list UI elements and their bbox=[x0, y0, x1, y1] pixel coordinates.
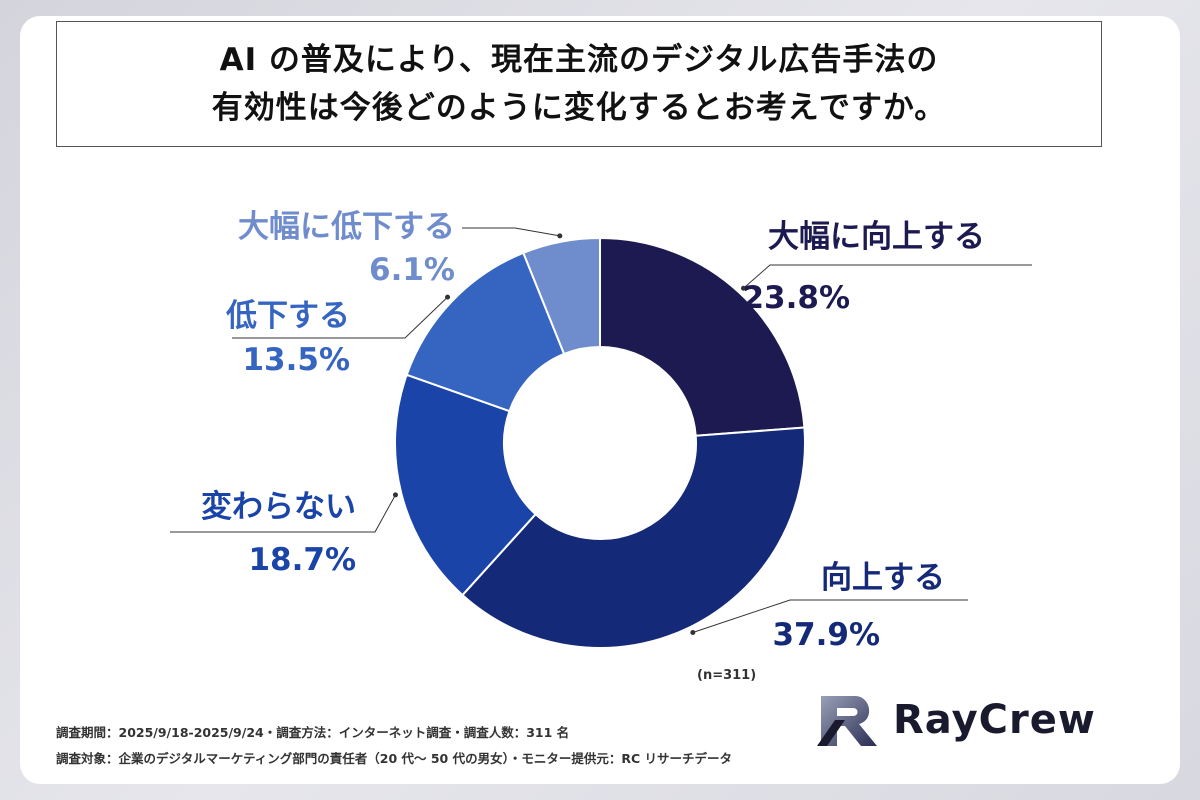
pie-slice-5 bbox=[522, 236, 601, 356]
sample-size: (n=311) bbox=[697, 668, 757, 683]
slice-label-4: 低下する bbox=[225, 298, 350, 334]
slice-value-3: 18.7% bbox=[248, 542, 356, 578]
raycrew-r-logo-icon bbox=[817, 696, 877, 746]
pie-slice-4 bbox=[405, 251, 566, 413]
pie-slice-3 bbox=[394, 373, 538, 597]
slice-value-4: 13.5% bbox=[242, 342, 350, 378]
brand-logo: RayCrew bbox=[815, 690, 1096, 750]
title-line-2: 有効性は今後どのように変化するとお考えですか。 bbox=[211, 90, 947, 126]
logo-text: RayCrew bbox=[893, 697, 1096, 743]
leader-dot-1 bbox=[740, 285, 746, 291]
leader-dot-4 bbox=[445, 294, 451, 300]
leader-dot-2 bbox=[690, 629, 696, 635]
slice-value-2: 37.9% bbox=[772, 617, 880, 653]
leader-dot-5 bbox=[557, 233, 563, 239]
leader-line-1 bbox=[743, 264, 1032, 289]
slice-label-1: 大幅に向上する bbox=[768, 219, 985, 255]
leader-line-2 bbox=[692, 599, 968, 633]
leader-line-5 bbox=[462, 227, 560, 237]
footer-survey-target: 調査対象：企業のデジタルマーケティング部門の責任者（20 代～ 50 代の男女）… bbox=[56, 751, 732, 766]
leader-line-3 bbox=[170, 494, 396, 533]
footer-survey-period: 調査期間：2025/9/18-2025/9/24・調査方法：インターネット調査・… bbox=[56, 725, 570, 740]
slice-value-5: 6.1% bbox=[369, 252, 455, 288]
slice-value-1: 23.8% bbox=[742, 280, 850, 316]
leader-line-4 bbox=[232, 296, 448, 339]
pie-slice-2 bbox=[461, 426, 806, 649]
pie-slice-1 bbox=[599, 236, 806, 437]
slice-label-2: 向上する bbox=[821, 560, 945, 596]
slice-label-3: 変わらない bbox=[201, 489, 356, 525]
leader-dot-3 bbox=[392, 492, 398, 498]
chart-card bbox=[20, 16, 1180, 784]
title-box: AI の普及により、現在主流のデジタル広告手法の 有効性は今後どのように変化する… bbox=[56, 21, 1102, 147]
title-line-1: AI の普及により、現在主流のデジタル広告手法の bbox=[219, 42, 939, 78]
slice-label-5: 大幅に低下する bbox=[238, 209, 455, 245]
